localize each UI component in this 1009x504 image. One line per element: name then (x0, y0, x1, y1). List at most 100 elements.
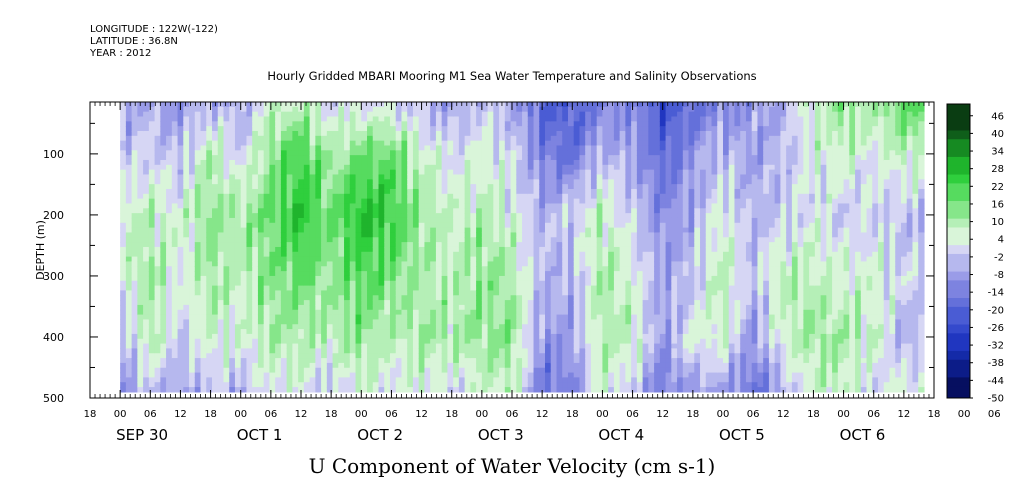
heatmap-cell (338, 222, 345, 229)
heatmap-cell (189, 280, 196, 287)
heatmap-cell (435, 203, 443, 209)
heatmap-cell (148, 174, 156, 180)
heatmap-cell (143, 271, 150, 277)
heatmap-cell (303, 222, 311, 229)
heatmap-cell (275, 217, 282, 224)
heatmap-cell (401, 353, 408, 359)
heatmap-cell (504, 222, 512, 229)
heatmap-cell (332, 324, 339, 330)
heatmap-cell (424, 358, 431, 364)
heatmap-cell (131, 377, 138, 383)
heatmap-cell (453, 353, 460, 359)
heatmap-cell (246, 280, 253, 287)
heatmap-cell (286, 290, 293, 296)
heatmap-cell (143, 222, 150, 229)
heatmap-cell (217, 246, 225, 253)
heatmap-cell (120, 242, 127, 248)
heatmap-cell (441, 222, 449, 229)
heatmap-cell (189, 275, 196, 282)
heatmap-cell (401, 106, 408, 113)
heatmap-cell (154, 266, 161, 272)
heatmap-cell (470, 266, 477, 272)
heatmap-cell (171, 145, 179, 151)
heatmap-cell (292, 290, 299, 296)
heatmap-cell (166, 164, 173, 171)
heatmap-cell (177, 237, 184, 243)
heatmap-cell (326, 251, 334, 258)
heatmap-cell (332, 333, 339, 340)
heatmap-cell (367, 208, 374, 214)
heatmap-cell (349, 280, 357, 287)
heatmap-cell (194, 169, 202, 176)
heatmap-cell (407, 222, 414, 229)
heatmap-cell (567, 358, 575, 364)
heatmap-cell (212, 159, 219, 166)
heatmap-cell (585, 193, 592, 200)
heatmap-cell (217, 227, 225, 234)
heatmap-cell (533, 295, 540, 301)
heatmap-cell (148, 372, 156, 378)
heatmap-cell (338, 246, 345, 253)
heatmap-cell (246, 285, 253, 292)
heatmap-cell (240, 184, 248, 190)
heatmap-cell (154, 246, 161, 253)
heatmap-cell (590, 382, 598, 388)
heatmap-cell (200, 227, 207, 234)
heatmap-cell (298, 382, 305, 388)
heatmap-cell (464, 372, 471, 378)
heatmap-cell (424, 140, 431, 147)
heatmap-cell (194, 135, 202, 142)
heatmap-cell (562, 372, 569, 378)
heatmap-cell (240, 232, 248, 238)
heatmap-cell (476, 367, 483, 374)
heatmap-cell (148, 159, 156, 166)
heatmap-cell (389, 208, 397, 214)
heatmap-cell (148, 362, 156, 369)
heatmap-cell (240, 164, 248, 171)
heatmap-cell (395, 353, 403, 359)
heatmap-cell (194, 367, 202, 374)
heatmap-cell (286, 271, 293, 277)
heatmap-cell (125, 106, 133, 113)
heatmap-cell (389, 150, 397, 156)
heatmap-cell (533, 217, 540, 224)
heatmap-cell (435, 333, 443, 340)
heatmap-cell (292, 237, 299, 243)
heatmap-cell (303, 295, 311, 301)
heatmap-cell (493, 184, 500, 190)
heatmap-cell (252, 377, 259, 383)
heatmap-cell (447, 309, 454, 316)
heatmap-cell (476, 140, 483, 147)
heatmap-cell (510, 338, 517, 345)
heatmap-cell (545, 150, 552, 156)
heatmap-cell (556, 184, 563, 190)
heatmap-cell (252, 174, 259, 180)
heatmap-cell (200, 290, 207, 296)
heatmap-cell (292, 150, 299, 156)
heatmap-cell (487, 300, 494, 306)
heatmap-cell (321, 285, 328, 292)
heatmap-cell (481, 367, 489, 374)
heatmap-cell (137, 237, 144, 243)
heatmap-cell (252, 159, 259, 166)
heatmap-cell (476, 222, 483, 229)
heatmap-cell (401, 256, 408, 263)
heatmap-cell (315, 150, 322, 156)
heatmap-cell (120, 164, 127, 171)
heatmap-cell (292, 222, 299, 229)
heatmap-cell (367, 295, 374, 301)
heatmap-cell (137, 188, 144, 195)
heatmap-cell (315, 232, 322, 238)
heatmap-cell (418, 121, 426, 127)
heatmap-cell (257, 251, 265, 258)
heatmap-cell (143, 155, 150, 161)
heatmap-cell (493, 266, 500, 272)
heatmap-cell (148, 300, 156, 306)
heatmap-cell (516, 179, 523, 185)
heatmap-cell (389, 275, 397, 282)
heatmap-cell (229, 266, 236, 272)
heatmap-cell (412, 164, 420, 171)
heatmap-cell (280, 329, 288, 335)
heatmap-cell (361, 295, 368, 301)
heatmap-cell (143, 102, 150, 108)
